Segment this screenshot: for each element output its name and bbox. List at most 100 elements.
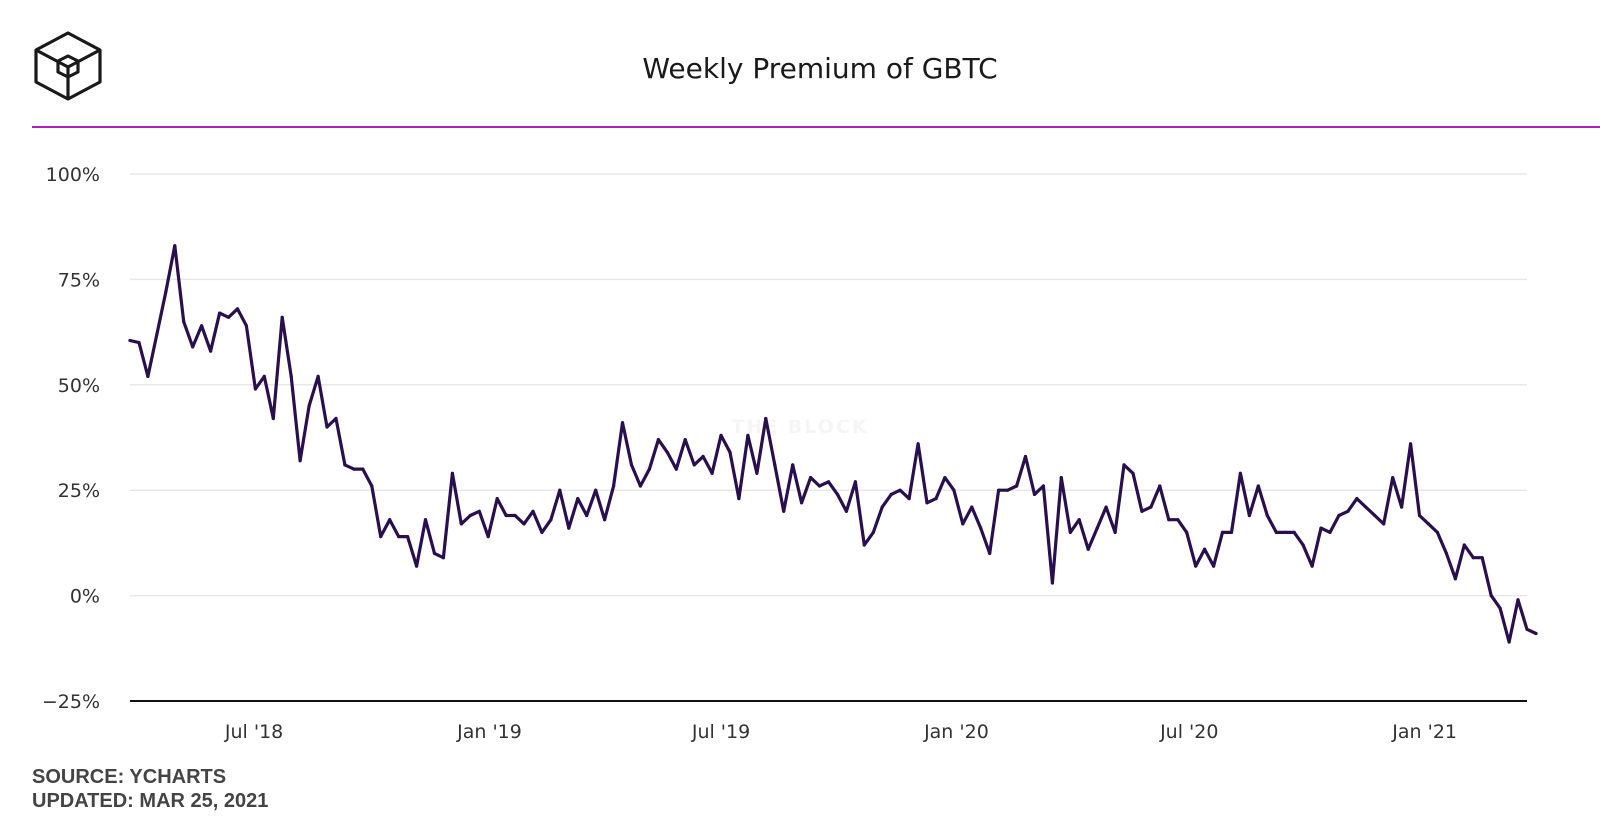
data-point — [710, 471, 714, 475]
data-point — [352, 467, 356, 471]
data-point — [1032, 492, 1037, 496]
y-tick-label: 100% — [46, 164, 100, 186]
title-divider — [32, 126, 1600, 128]
data-point — [1471, 556, 1475, 560]
line-chart: THE BLOCK 100% 75% 50% 25% 0% −25% Jul '18 Jan… — [42, 164, 1538, 743]
data-point — [871, 530, 875, 534]
data-point — [567, 526, 571, 530]
data-point — [155, 332, 159, 336]
data-point — [594, 488, 598, 492]
series-line — [128, 244, 1538, 644]
data-point — [1292, 530, 1296, 534]
data-point — [1229, 530, 1234, 534]
data-point — [146, 374, 150, 378]
data-point — [191, 345, 195, 349]
data-point — [128, 338, 132, 343]
data-point — [826, 480, 831, 484]
data-point — [1265, 513, 1269, 518]
data-point — [674, 467, 678, 471]
data-point — [1534, 631, 1538, 636]
data-point — [1435, 530, 1439, 534]
data-point — [549, 518, 553, 522]
data-point — [262, 374, 266, 378]
data-point — [934, 497, 938, 501]
x-tick-label: Jan '21 — [1391, 721, 1457, 743]
data-points — [128, 244, 1538, 644]
data-point — [1194, 564, 1198, 568]
data-point — [1489, 594, 1493, 598]
data-point — [218, 311, 222, 315]
data-point — [1167, 518, 1171, 522]
data-point — [1444, 551, 1448, 555]
data-point — [773, 463, 777, 467]
data-point — [1023, 454, 1028, 459]
data-point — [1400, 505, 1404, 509]
data-point — [209, 349, 213, 353]
data-point — [164, 290, 168, 294]
data-point — [1149, 505, 1153, 509]
data-point — [647, 467, 652, 471]
y-axis-labels: 100% 75% 50% 25% 0% −25% — [42, 164, 100, 713]
data-point — [1274, 530, 1278, 534]
x-axis-labels: Jul '18 Jan '19 Jul '19 Jan '20 Jul '20 Jan '… — [224, 721, 1457, 743]
data-point — [226, 315, 231, 319]
x-tick-label: Jul '18 — [224, 721, 283, 743]
data-point — [1525, 627, 1529, 631]
gridlines — [130, 173, 1527, 702]
data-point — [244, 324, 248, 328]
the-block-logo — [32, 30, 104, 102]
data-point — [1319, 526, 1323, 530]
data-point — [495, 497, 499, 501]
updated-note: UPDATED: MAR 25, 2021 — [32, 790, 269, 812]
data-point — [1453, 577, 1457, 581]
data-point — [791, 463, 795, 467]
data-point — [1220, 530, 1225, 534]
data-point — [1095, 526, 1099, 530]
data-point — [701, 454, 705, 459]
data-point — [415, 564, 419, 568]
data-point — [1041, 484, 1045, 488]
data-point — [1212, 564, 1216, 568]
data-point — [1355, 497, 1359, 501]
data-point — [343, 463, 347, 467]
data-point — [531, 509, 535, 513]
watermark: THE BLOCK — [731, 416, 868, 438]
data-point — [1426, 522, 1431, 526]
data-point — [683, 438, 687, 442]
data-point — [603, 518, 607, 522]
data-point — [235, 307, 240, 311]
data-point — [325, 425, 329, 429]
data-point — [916, 442, 920, 446]
y-tick-label: 0% — [70, 586, 100, 608]
data-point — [477, 509, 481, 513]
data-point — [970, 505, 974, 509]
data-point — [423, 518, 428, 522]
data-point — [1256, 484, 1260, 488]
data-point — [379, 535, 383, 539]
data-point — [979, 526, 983, 530]
data-point — [1050, 581, 1054, 585]
data-point — [862, 543, 866, 547]
x-tick-label: Jul '20 — [1159, 721, 1218, 743]
data-point — [1086, 547, 1090, 551]
data-point — [361, 467, 365, 471]
data-point — [988, 551, 992, 555]
data-point — [692, 463, 696, 467]
data-point — [441, 556, 445, 560]
data-point — [1516, 598, 1520, 602]
data-point — [1247, 513, 1251, 518]
data-point — [271, 416, 275, 421]
data-point — [513, 513, 517, 518]
data-point — [504, 513, 508, 518]
data-point — [468, 513, 472, 518]
data-point — [1462, 543, 1466, 547]
data-point — [173, 244, 177, 248]
data-point — [612, 484, 616, 488]
data-point — [1364, 505, 1368, 509]
data-point — [620, 421, 625, 425]
x-tick-label: Jan '20 — [923, 721, 989, 743]
data-point — [961, 522, 965, 526]
data-point — [540, 530, 544, 534]
data-point — [844, 509, 849, 513]
x-tick-label: Jul '19 — [691, 721, 750, 743]
